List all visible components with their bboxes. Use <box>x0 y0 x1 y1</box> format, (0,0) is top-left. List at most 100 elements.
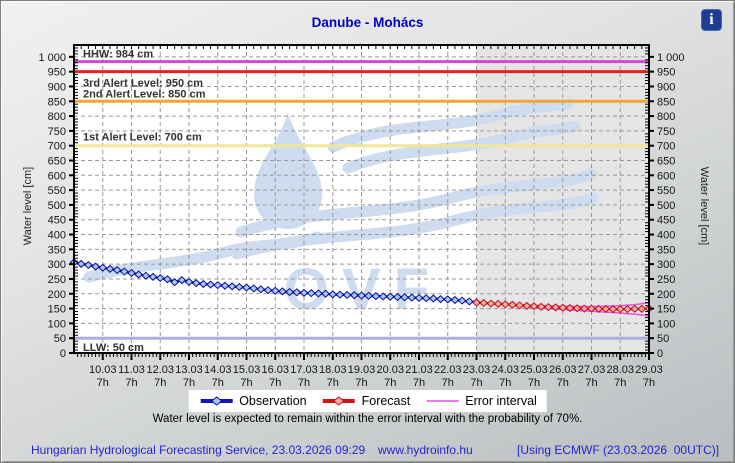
watermark-text: OVF <box>284 257 442 322</box>
svg-text:450: 450 <box>48 215 66 227</box>
svg-text:7h: 7h <box>183 377 195 389</box>
forecast-markers <box>472 298 654 314</box>
footer-website-link[interactable]: www.hydroinfo.hu <box>378 443 473 457</box>
svg-text:20.03: 20.03 <box>376 364 404 376</box>
svg-text:28.03: 28.03 <box>606 364 634 376</box>
svg-text:600: 600 <box>657 170 675 182</box>
svg-text:950: 950 <box>657 67 675 79</box>
svg-text:7h: 7h <box>585 377 597 389</box>
svg-text:23.03: 23.03 <box>463 364 491 376</box>
svg-text:22.03: 22.03 <box>434 364 462 376</box>
svg-text:150: 150 <box>657 304 675 316</box>
svg-text:17.03: 17.03 <box>290 364 318 376</box>
axes-and-ticks: 0 0 50 50 100 100 150 150 200 200 250 250 300 300 350 3… <box>38 44 685 389</box>
footer-service-text: Hungarian Hydrological Forecasting Servi… <box>31 443 366 457</box>
svg-text:400: 400 <box>657 230 675 242</box>
svg-text:850: 850 <box>48 96 66 108</box>
reference-lines <box>74 60 649 340</box>
svg-text:7h: 7h <box>557 377 569 389</box>
svg-text:24.03: 24.03 <box>491 364 519 376</box>
wave-icon <box>342 120 581 174</box>
svg-text:7h: 7h <box>298 377 310 389</box>
svg-text:7h: 7h <box>499 377 511 389</box>
water-drop-icon <box>254 113 322 229</box>
svg-text:7h: 7h <box>97 377 109 389</box>
svg-text:700: 700 <box>48 141 66 153</box>
svg-text:12.03: 12.03 <box>146 364 174 376</box>
svg-text:50: 50 <box>54 333 66 345</box>
svg-text:7h: 7h <box>413 377 425 389</box>
svg-text:500: 500 <box>657 200 675 212</box>
svg-text:25.03: 25.03 <box>520 364 548 376</box>
legend-label: Error interval <box>465 394 537 408</box>
svg-text:7h: 7h <box>528 377 540 389</box>
info-icon[interactable]: i <box>701 9 722 31</box>
svg-text:15.03: 15.03 <box>233 364 261 376</box>
svg-text:250: 250 <box>657 274 675 286</box>
svg-text:7h: 7h <box>269 377 281 389</box>
svg-text:400: 400 <box>48 230 66 242</box>
probability-note: Water level is expected to remain within… <box>152 413 583 425</box>
svg-text:550: 550 <box>48 185 66 197</box>
water-level-chart: OVF HHW: 984 cm 3rd Alert Level: 950 cm2n… <box>38 44 685 389</box>
svg-text:550: 550 <box>657 185 675 197</box>
ovf-watermark: OVF <box>83 98 599 322</box>
wave-icon <box>327 98 574 153</box>
svg-text:29.03: 29.03 <box>635 364 663 376</box>
svg-text:0: 0 <box>60 348 66 360</box>
svg-text:0: 0 <box>657 348 663 360</box>
svg-text:26.03: 26.03 <box>549 364 577 376</box>
ref-label-alert2: 2nd Alert Level: 850 cm <box>83 88 206 100</box>
svg-text:350: 350 <box>48 244 66 256</box>
legend: Observation Forecast Error interval <box>188 390 547 412</box>
legend-item-observation: Observation <box>198 394 307 408</box>
ref-label-hhw: HHW: 984 cm <box>83 49 153 61</box>
svg-text:7h: 7h <box>355 377 367 389</box>
svg-text:18.03: 18.03 <box>319 364 347 376</box>
forecast-sample-icon <box>322 396 355 406</box>
svg-text:27.03: 27.03 <box>578 364 606 376</box>
svg-text:7h: 7h <box>154 377 166 389</box>
observation-sample-icon <box>200 396 233 406</box>
svg-text:800: 800 <box>657 111 675 123</box>
svg-text:300: 300 <box>48 259 66 271</box>
svg-text:7h: 7h <box>212 377 224 389</box>
svg-text:250: 250 <box>48 274 66 286</box>
info-icon-glyph: i <box>709 11 714 28</box>
svg-text:150: 150 <box>48 304 66 316</box>
svg-text:7h: 7h <box>125 377 137 389</box>
legend-label: Forecast <box>361 394 411 408</box>
svg-text:650: 650 <box>48 156 66 168</box>
svg-text:7h: 7h <box>240 377 252 389</box>
svg-text:750: 750 <box>657 126 675 138</box>
svg-text:650: 650 <box>657 156 675 168</box>
footer-model-info: [Using ECMWF (23.03.2026 00UTC)] <box>517 443 720 457</box>
svg-text:7h: 7h <box>327 377 339 389</box>
svg-text:21.03: 21.03 <box>405 364 433 376</box>
svg-text:16.03: 16.03 <box>261 364 289 376</box>
svg-text:200: 200 <box>657 289 675 301</box>
observation-markers <box>69 258 481 307</box>
svg-text:950: 950 <box>48 67 66 79</box>
wave-icon <box>235 168 597 238</box>
data-series <box>69 258 654 317</box>
svg-text:600: 600 <box>48 170 66 182</box>
svg-text:900: 900 <box>48 81 66 93</box>
legend-item-error-interval: Error interval <box>424 394 537 408</box>
svg-text:100: 100 <box>48 318 66 330</box>
svg-text:200: 200 <box>48 289 66 301</box>
svg-text:50: 50 <box>657 333 669 345</box>
ref-label-alert1: 1st Alert Level: 700 cm <box>83 132 202 144</box>
svg-text:10.03: 10.03 <box>89 364 117 376</box>
svg-text:450: 450 <box>657 215 675 227</box>
svg-text:300: 300 <box>657 259 675 271</box>
ref-label-alert3: 3rd Alert Level: 950 cm <box>83 78 203 90</box>
page-title: Danube - Mohács <box>311 15 424 30</box>
svg-text:1 000: 1 000 <box>38 52 66 64</box>
error-interval-sample-icon <box>426 400 459 402</box>
svg-text:750: 750 <box>48 126 66 138</box>
svg-text:1 000: 1 000 <box>657 52 685 64</box>
svg-text:350: 350 <box>657 244 675 256</box>
